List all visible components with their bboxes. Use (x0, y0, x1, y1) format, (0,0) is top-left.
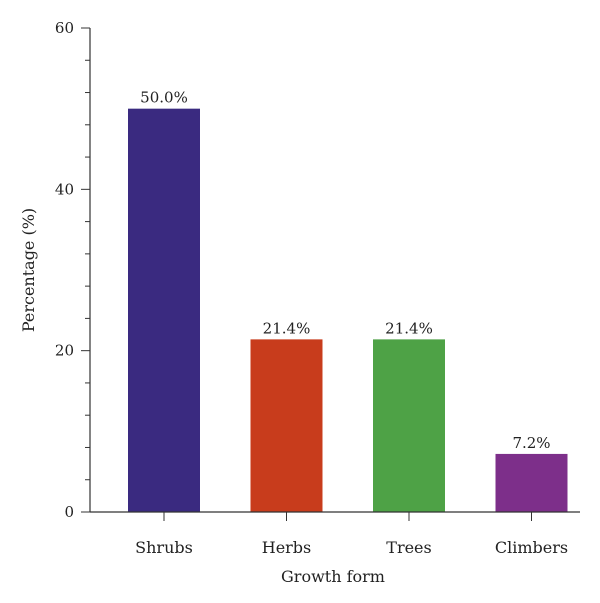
data-label-herbs: 21.4% (263, 319, 311, 337)
y-axis-title: Percentage (%) (19, 208, 38, 332)
data-label-shrubs: 50.0% (140, 89, 188, 107)
y-ticks-group: 0 20 40 60 (55, 19, 90, 521)
y-tick-label-20: 20 (55, 342, 74, 360)
bar-herbs (250, 339, 323, 512)
data-labels-group: 50.0% 21.4% 21.4% 7.2% (140, 89, 550, 452)
data-label-trees: 21.4% (385, 319, 433, 337)
y-tick-label-40: 40 (55, 180, 74, 198)
x-tick-label-trees: Trees (386, 538, 431, 557)
x-axis-title: Growth form (281, 567, 385, 586)
data-label-climbers: 7.2% (512, 434, 550, 452)
x-tick-label-climbers: Climbers (495, 538, 568, 557)
bar-trees (373, 339, 445, 512)
bar-climbers (495, 453, 568, 512)
y-axis: 0 20 40 60 (55, 19, 91, 521)
x-ticks-group: Shrubs Herbs Trees Climbers (135, 512, 568, 557)
y-tick-label-60: 60 (55, 19, 74, 37)
y-tick-label-0: 0 (64, 503, 74, 521)
bars-group (128, 108, 568, 513)
x-tick-label-shrubs: Shrubs (135, 538, 193, 557)
x-axis: Shrubs Herbs Trees Climbers (90, 511, 580, 557)
bar-shrubs (128, 108, 200, 513)
x-tick-label-herbs: Herbs (262, 538, 312, 557)
